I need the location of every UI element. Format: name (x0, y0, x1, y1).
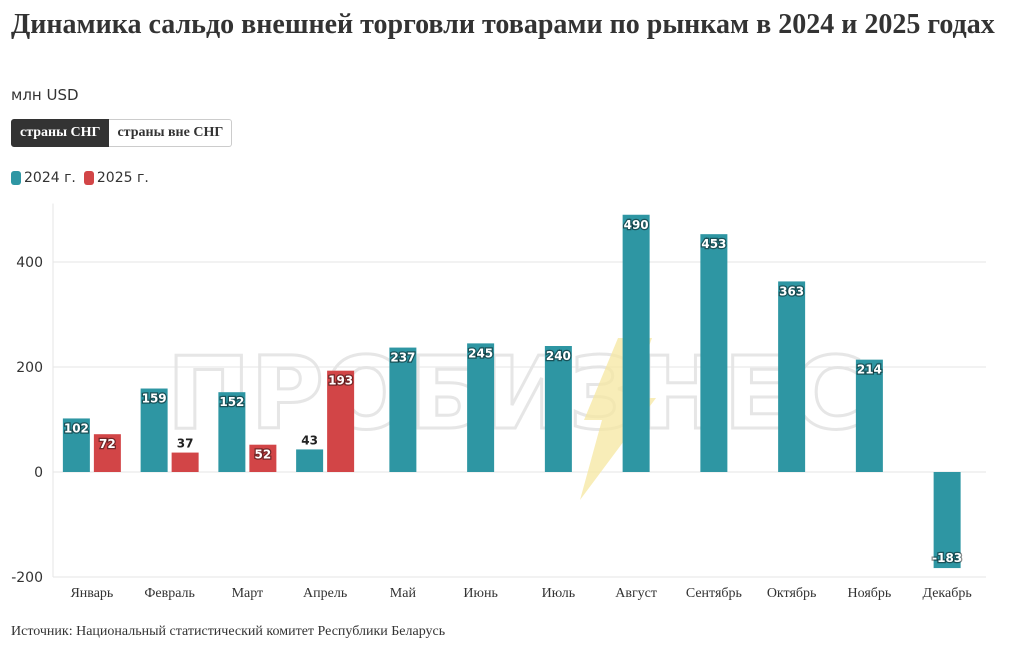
bar-2024 (855, 359, 883, 472)
data-label: 490 (624, 218, 649, 232)
tab-cis[interactable]: страны СНГ (11, 119, 110, 147)
x-tick-label: Ноябрь (847, 586, 891, 601)
bar-2024 (140, 388, 168, 472)
x-tick-label: Сентябрь (686, 586, 742, 601)
bar-2024 (933, 472, 961, 569)
data-label: -183 (932, 551, 962, 565)
bar-2025 (171, 452, 199, 472)
x-tick-label: Апрель (303, 586, 347, 601)
legend-swatch-2025 (83, 171, 94, 185)
data-label: 193 (328, 374, 353, 388)
x-tick-label: Октябрь (767, 586, 817, 601)
x-tick-label: Март (232, 586, 264, 601)
data-label: 152 (219, 395, 244, 409)
bar-2024 (62, 418, 90, 472)
data-label: 245 (468, 346, 493, 360)
data-label: 102 (64, 421, 89, 435)
bar-2025 (327, 370, 355, 472)
legend: 2024 г. 2025 г. (11, 170, 149, 186)
chart-subtitle: млн USD (11, 86, 79, 104)
data-label: 72 (99, 437, 116, 451)
legend-swatch-2024 (11, 171, 21, 185)
tab-non-cis[interactable]: страны вне СНГ (109, 119, 233, 147)
bar-2024 (296, 449, 324, 472)
x-tick-label: Февраль (144, 586, 195, 601)
source-note: Источник: Национальный статистический ко… (11, 624, 446, 639)
watermark-text: ПРОБИЗНЕС (167, 335, 865, 452)
legend-label-2024: 2024 г. (24, 170, 76, 186)
x-tick-label: Июнь (463, 586, 497, 601)
bar-chart: -200 0 200 400 ПРОБИЗНЕС Январь 102 72 Февраль 15… (11, 203, 986, 601)
y-tick-label: 0 (34, 465, 43, 481)
bar-2025 (249, 444, 277, 472)
legend-item-2024[interactable]: 2024 г. (11, 170, 76, 186)
market-tabs: страны СНГ страны вне СНГ (11, 119, 233, 147)
data-label: 159 (142, 392, 167, 406)
x-tick-label: Август (615, 586, 657, 601)
data-label: 453 (701, 237, 726, 251)
data-label: 43 (301, 433, 318, 447)
chart-title: Динамика сальдо внешней торговли товарам… (11, 9, 995, 40)
y-tick-label: 400 (16, 255, 43, 271)
x-tick-label: Май (390, 586, 417, 601)
bar-2024 (622, 214, 650, 472)
bar-2024 (389, 347, 417, 472)
data-label: 52 (255, 448, 272, 462)
data-label: 214 (857, 363, 882, 377)
bar-2024 (467, 343, 495, 472)
bar-2025 (93, 434, 121, 472)
bar-2024 (544, 346, 572, 472)
bar-2024 (218, 392, 246, 472)
legend-item-2025[interactable]: 2025 г. (83, 170, 149, 186)
data-label: 240 (546, 349, 571, 363)
data-label: 237 (390, 351, 415, 365)
x-tick-label: Декабрь (923, 586, 972, 601)
y-tick-label: 200 (16, 360, 43, 376)
bar-2024 (700, 234, 728, 472)
x-tick-label: Июль (542, 586, 576, 601)
y-tick-label: -200 (11, 570, 43, 586)
data-label: 363 (779, 284, 804, 298)
bar-2024 (778, 281, 806, 472)
x-tick-label: Январь (70, 586, 113, 601)
data-label: 37 (177, 437, 194, 451)
legend-label-2025: 2025 г. (96, 170, 149, 186)
